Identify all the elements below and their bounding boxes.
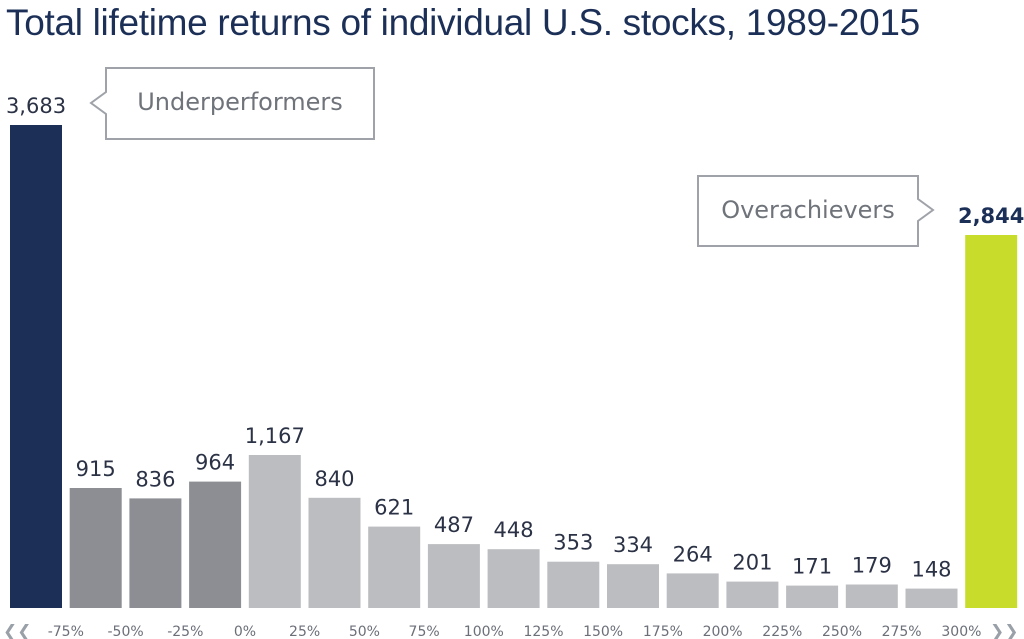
value-label-3: 964 <box>195 451 235 475</box>
tick-label-7: 75% <box>409 624 440 639</box>
bars-group <box>10 125 1018 608</box>
tick-label-4: 0% <box>234 624 256 639</box>
bar-10 <box>607 564 659 608</box>
tick-label-5: 25% <box>289 624 320 639</box>
bar-13 <box>786 585 839 608</box>
bar-7 <box>427 544 480 608</box>
value-label-12: 201 <box>732 551 772 575</box>
bar-4 <box>248 455 301 608</box>
tick-labels-group: -75% -50% -25% 0% 25% 50% 75% 100% 125% 150% 175% 2… <box>48 624 982 639</box>
value-label-0: 3,683 <box>6 94 66 118</box>
value-label-13: 171 <box>792 555 832 579</box>
value-label-7: 487 <box>434 513 474 537</box>
bar-16 <box>965 235 1018 608</box>
bar-11 <box>666 573 719 608</box>
bar-14 <box>845 584 898 608</box>
value-label-1: 915 <box>76 457 116 481</box>
value-label-2: 836 <box>135 467 175 491</box>
bar-6 <box>368 526 421 608</box>
tick-label-9: 125% <box>523 624 563 639</box>
bar-8 <box>487 549 540 608</box>
value-label-5: 840 <box>314 467 354 491</box>
overachievers-label: Overachievers <box>721 196 895 224</box>
bar-5 <box>308 497 361 608</box>
bar-0 <box>10 125 62 608</box>
value-label-15: 148 <box>911 558 951 582</box>
tick-label-2: -50% <box>108 624 144 639</box>
tick-label-8: 100% <box>464 624 504 639</box>
tick-label-10: 150% <box>583 624 623 639</box>
value-label-8: 448 <box>494 518 534 542</box>
bar-9 <box>547 561 600 608</box>
value-label-10: 334 <box>613 533 653 557</box>
bar-3 <box>189 481 242 608</box>
value-label-16: 2,844 <box>958 204 1024 228</box>
right-arrows-icon: ❯❯ <box>990 622 1019 639</box>
tick-label-14: 250% <box>822 624 862 639</box>
tick-label-11: 175% <box>643 624 683 639</box>
bar-15 <box>905 588 958 608</box>
tick-label-1: -75% <box>48 624 84 639</box>
left-arrows-icon: ❮❮ <box>3 622 32 639</box>
overachievers-callout: Overachievers <box>697 175 935 247</box>
value-label-11: 264 <box>673 542 713 566</box>
value-label-4: 1,167 <box>245 424 305 448</box>
value-label-9: 353 <box>553 531 593 555</box>
tick-label-12: 200% <box>703 624 743 639</box>
bar-1 <box>69 488 122 608</box>
bar-2 <box>129 498 182 608</box>
value-labels-group: 3,683 915 836 964 1,167 840 621 487 448 353 334 264… <box>6 94 1024 582</box>
bar-12 <box>726 581 779 608</box>
tick-label-15: 275% <box>882 624 922 639</box>
tick-label-16: 300% <box>941 624 981 639</box>
tick-label-13: 225% <box>762 624 802 639</box>
chart-title: Total lifetime returns of individual U.S… <box>6 2 920 43</box>
underperformers-callout: Underperformers <box>89 67 375 140</box>
tick-label-3: -25% <box>167 624 203 639</box>
tick-label-6: 50% <box>349 624 380 639</box>
value-label-6: 621 <box>374 496 414 520</box>
value-label-14: 179 <box>852 554 892 578</box>
underperformers-label: Underperformers <box>137 88 343 116</box>
